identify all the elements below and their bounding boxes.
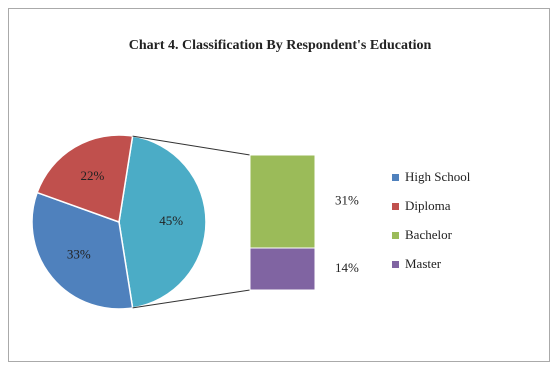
legend-marker xyxy=(392,232,399,239)
bar-label: 31% xyxy=(335,192,359,207)
chart-title: Chart 4. Classification By Respondent's … xyxy=(129,38,432,53)
legend-label: Master xyxy=(405,256,442,271)
legend-label: High School xyxy=(405,169,471,184)
legend-label: Diploma xyxy=(405,198,451,213)
slice-label: 45% xyxy=(159,213,183,228)
pie-slice xyxy=(118,135,207,309)
legend-marker xyxy=(392,261,399,268)
legend-label: Bachelor xyxy=(405,227,453,242)
bar-label: 14% xyxy=(335,260,359,275)
legend-marker xyxy=(392,174,399,181)
pie-slice xyxy=(36,134,134,224)
connector xyxy=(132,289,251,309)
pie-slice xyxy=(31,191,134,310)
slice-label: 33% xyxy=(67,246,91,261)
legend-marker xyxy=(392,203,399,210)
connector xyxy=(132,135,251,156)
bar-segment xyxy=(249,247,316,291)
slice-label: 22% xyxy=(81,168,105,183)
bar-segment xyxy=(249,154,316,249)
